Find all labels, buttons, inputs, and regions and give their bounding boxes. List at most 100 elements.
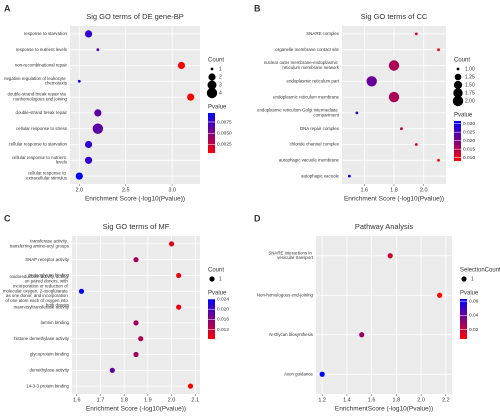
size-legend-label: 4 [219,90,222,96]
color-tick-label: 0.020 [217,306,229,312]
size-legend-label: 1.00 [465,66,475,72]
chart-title: Sig GO terms of DE gene-BP [86,12,184,21]
dot [138,336,144,342]
y-tick-label: lamnin binding [41,320,70,325]
x-tick-label: 1.4 [343,397,351,403]
chart-title: Sig GO terms of CC [361,12,428,21]
legend-dot [206,87,218,99]
color-legend-title: Pvalue [454,113,473,119]
chart-title: Sig GO terms of MF [103,222,170,231]
dot [187,383,194,389]
x-tick-label: 1.2 [318,397,326,403]
color-tick-label: 0.0025 [217,142,232,148]
dot [78,288,85,294]
color-bar [460,299,467,339]
y-tick-label: SNARE interactions in vesicular transpor… [268,251,313,261]
y-tick-label: response to starvation [24,31,68,36]
color-legend-title: Pvalue [208,291,227,297]
dot [387,253,393,259]
color-tick-label: 0.030 [463,121,475,127]
dot [176,272,182,279]
color-tick-label: 0.016 [217,317,229,323]
x-tick-label: 2.0 [168,397,176,403]
dot [84,140,93,149]
legend-dot [208,73,216,81]
dot [96,48,100,52]
x-tick-label: 1.6 [73,397,81,403]
dot [84,156,93,164]
y-tick-label: double-strand break repair [16,110,68,115]
y-tick-label: proteoglycan binding [28,273,69,278]
size-legend-label: 1 [471,276,474,282]
y-tick-label: double-strand break repair via nonhomolo… [7,92,67,102]
dot [359,332,365,338]
x-tick-label: 2.1 [191,397,199,403]
size-legend-title: Count [208,268,224,274]
dot [187,93,195,101]
dot [94,109,102,117]
y-tick-label: Axon guidance [284,371,314,376]
y-tick-label: SNAP receptor activity [25,257,70,262]
dot [75,172,83,180]
x-axis-label: EnrichmentScore (-log10(Pvalue)) [335,406,433,413]
size-legend-label: 1.75 [465,90,475,96]
y-tick-label: chloride channel complex [289,142,339,147]
color-tick-label: 0.012 [217,327,229,333]
y-tick-label: nuclear outer membrane-endoplasmic retic… [264,60,340,70]
y-tick-label: endoplasmic reticulum part [287,78,340,83]
x-axis-label: Enrichment Score (-log10(Pvalue)) [86,406,186,413]
dot [176,304,182,310]
size-legend-label: 1.50 [465,82,475,88]
y-tick-label: demethylase activity [29,367,69,372]
y-tick-label: endoplasmic reticulum membrane [273,94,339,99]
x-tick-label: 2.0 [75,187,83,193]
chart-title: Pathway Analysis [355,222,414,231]
dot [400,127,403,131]
dot [388,60,400,71]
y-tick-label: autophagic vacuole [301,173,339,178]
dot [355,111,359,115]
color-tick-label: 0.04 [469,313,479,319]
color-tick-label: 0.06 [469,298,479,304]
y-tick-label: N-Glycan biosynthesis [269,332,313,337]
color-bar [208,299,215,339]
color-tick-label: 0.0050 [217,130,232,136]
size-legend-label: 1 [219,66,222,72]
panel: B Sig GO terms of CC 1.6 1.8 2.0 Enrichment S… [254,3,475,202]
color-legend-title: Pvalue [208,105,227,111]
size-legend-title: SelectionCounts [460,268,500,274]
dot [133,257,139,263]
y-tick-label: histone demethylase activity [14,336,70,341]
color-tick-label: 0.010 [463,155,475,161]
color-tick-label: 0.020 [463,138,475,144]
legend-dot [453,88,463,98]
y-tick-label: non-recombinational repair [15,63,68,68]
x-tick-label: 1.8 [393,397,401,403]
x-tick-label: 3.0 [168,187,176,193]
legend-dot [210,67,214,71]
plot-background [70,26,200,184]
dot [133,320,139,326]
y-tick-label: Non-homologous end-joining [257,292,314,297]
size-legend-label: 3 [219,82,222,88]
color-tick-label: 0.024 [217,296,229,302]
dot [133,351,139,358]
size-legend-title: Count [208,58,224,64]
color-tick-label: 0.015 [463,146,475,152]
plot-background [316,236,452,394]
size-legend-title: Count [454,58,470,64]
dot [168,241,175,247]
panel-letter: D [254,213,261,223]
y-tick-label: endoplasmic reticulum-Golgi intermediate… [257,108,340,118]
dot [348,174,351,178]
color-tick-label: 0.025 [463,129,475,135]
y-tick-label: 14-3-3 protein binding [26,383,69,388]
size-legend-label: 2 [219,74,222,80]
y-tick-label: organelle membrane contact site [275,47,339,52]
panel-letter: A [4,3,11,13]
color-legend-title: Pvalue [460,291,479,297]
legend-dot [456,67,460,71]
legend-dot [452,95,464,107]
legend-dot [461,276,467,282]
